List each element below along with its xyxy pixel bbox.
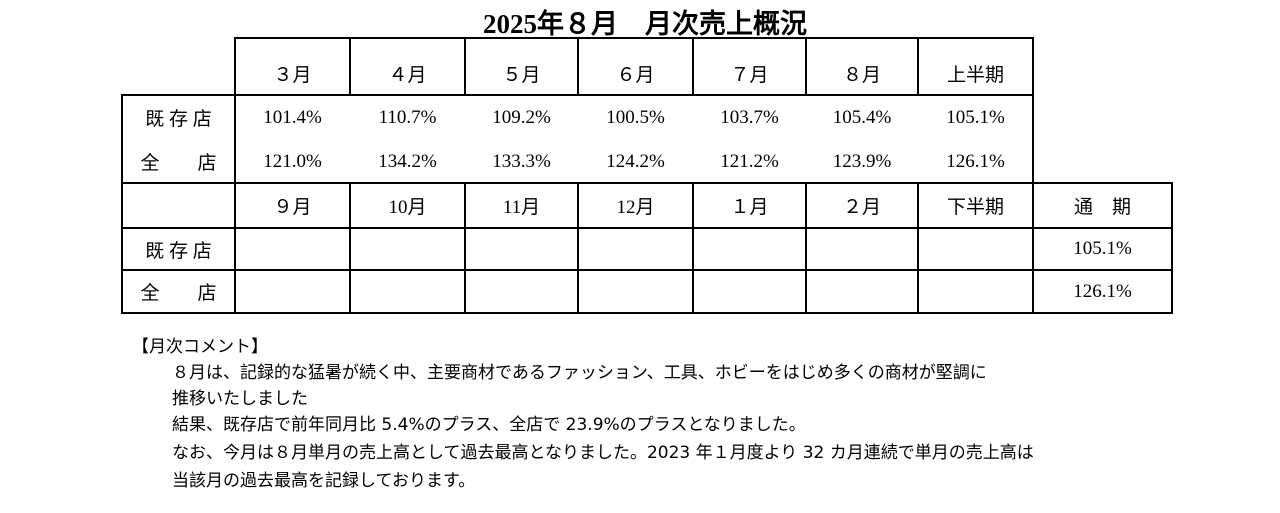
column-header: ５月 — [502, 65, 541, 86]
row-label: 全 店 — [140, 283, 217, 304]
value-cell: 110.7% — [378, 106, 437, 128]
column-header: 10月 — [388, 197, 427, 218]
value-cell: 105.4% — [832, 106, 892, 128]
comment-line: 推移いたしました — [172, 389, 308, 409]
comment-line: 当該月の過去最高を記録しております。 — [172, 471, 476, 491]
column-header: ２月 — [842, 197, 881, 218]
value-cell: 121.2% — [720, 150, 779, 172]
title: 2025年８月 月次売上概況 — [483, 9, 807, 39]
column-header: ３月 — [273, 65, 312, 86]
column-header: 上半期 — [946, 65, 1004, 86]
value-cell: 109.2% — [492, 106, 551, 128]
value-cell: 105.1% — [1073, 238, 1132, 259]
comment-line: 結果、既存店で前年同月比 5.4%のプラス、全店で 23.9%のプラスとなりまし… — [172, 415, 806, 435]
value-cell: 105.1% — [946, 106, 1005, 128]
column-header: 12月 — [616, 197, 655, 218]
column-header: ９月 — [273, 197, 312, 218]
value-cell: 134.2% — [378, 150, 437, 172]
row-label: 全 店 — [140, 153, 217, 174]
column-header: ７月 — [730, 65, 769, 86]
row-label: 既 存 店 — [145, 109, 212, 130]
column-header: ４月 — [388, 65, 427, 86]
column-header: ８月 — [842, 65, 881, 86]
column-header: 通 期 — [1073, 197, 1131, 218]
column-header: 11月 — [502, 197, 541, 218]
comment-line: なお、今月は８月単月の売上高として過去最高となりました。2023 年１月度より … — [172, 443, 1034, 463]
value-cell: 133.3% — [492, 150, 551, 172]
comment-heading: 【月次コメント】 — [132, 337, 268, 357]
value-cell: 123.9% — [832, 150, 892, 172]
row-label: 既 存 店 — [145, 240, 212, 262]
column-header: １月 — [730, 197, 769, 218]
value-cell: 126.1% — [946, 150, 1005, 172]
value-cell: 101.4% — [263, 106, 322, 128]
value-cell: 100.5% — [606, 106, 665, 128]
column-header: 下半期 — [946, 197, 1004, 218]
value-cell: 126.1% — [1073, 280, 1132, 302]
value-cell: 103.7% — [720, 106, 779, 128]
column-header: ６月 — [616, 65, 655, 86]
comment-line: ８月は、記録的な猛暑が続く中、主要商材であるファッション、工具、ホビーをはじめ多… — [172, 363, 987, 383]
value-cell: 124.2% — [606, 150, 665, 172]
value-cell: 121.0% — [263, 150, 322, 172]
